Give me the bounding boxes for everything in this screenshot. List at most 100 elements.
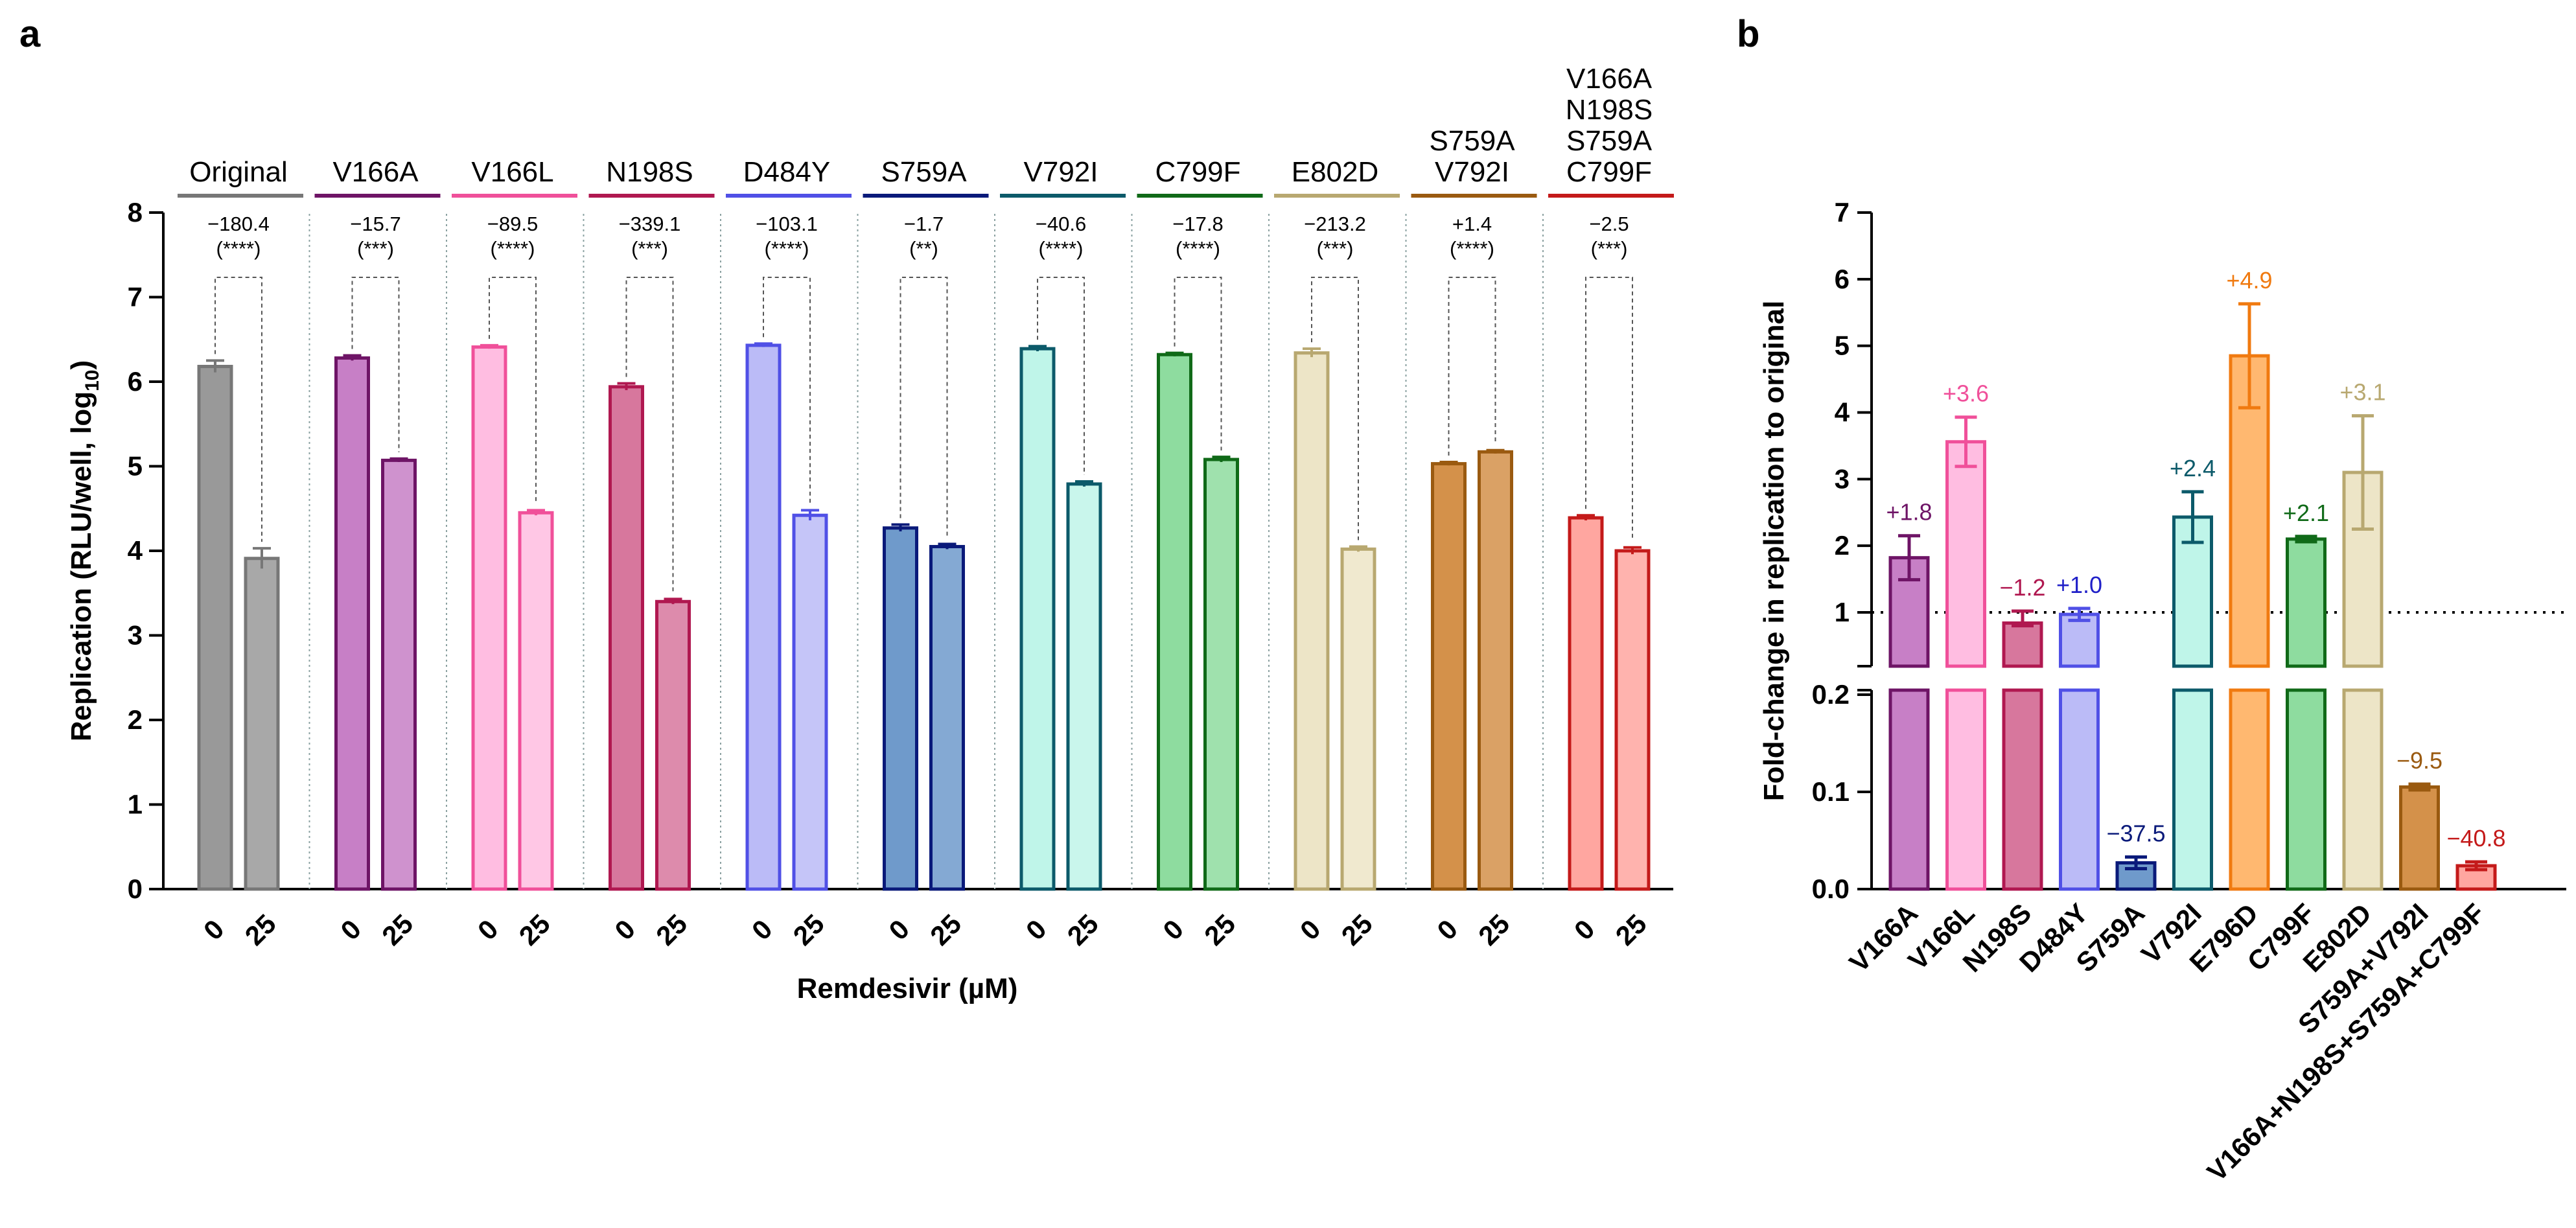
fold-change-label: −1.7 <box>904 213 944 235</box>
significance-label: (****) <box>491 237 535 260</box>
significance-label: (****) <box>1450 237 1494 260</box>
y-tick-label: 2 <box>1835 530 1850 561</box>
significance-bracket <box>1585 277 1633 541</box>
bar <box>609 385 644 891</box>
y-tick-label: 3 <box>1835 463 1850 494</box>
significance-label: (****) <box>765 237 809 260</box>
group-label: S759A <box>1566 125 1653 157</box>
y-tick-label: 7 <box>128 282 143 312</box>
bar <box>1945 440 1986 668</box>
fold-change-annotation: +2.1 <box>2283 500 2329 526</box>
dose-label: 0 <box>883 914 915 946</box>
y-axis-title: Fold-change in replication to original <box>1758 301 1790 801</box>
significance-bracket <box>625 277 674 593</box>
bar <box>197 365 233 891</box>
y-tick-label: 1 <box>1835 597 1850 627</box>
bar <box>2286 537 2327 668</box>
bar <box>655 599 691 891</box>
fold-change-label: −40.6 <box>1036 213 1086 235</box>
dose-label: 25 <box>1610 909 1653 951</box>
bar <box>2229 688 2270 891</box>
dose-label: 0 <box>1568 914 1601 946</box>
significance-bracket <box>215 277 262 542</box>
y-tick-label: 6 <box>1835 264 1850 294</box>
fold-change-annotation: −9.5 <box>2396 747 2443 774</box>
fold-change-label: −180.4 <box>207 213 270 235</box>
fold-change-label: −339.1 <box>619 213 681 235</box>
fold-change-label: −15.7 <box>350 213 400 235</box>
group-label: C799F <box>1566 156 1652 188</box>
fold-change-annotation: +4.9 <box>2226 267 2272 294</box>
y-tick-label: 2 <box>128 704 143 735</box>
bar <box>1294 351 1330 891</box>
dose-label: 25 <box>513 909 556 951</box>
group-label: D484Y <box>743 156 831 188</box>
y-tick-label: 0.2 <box>1812 679 1850 710</box>
fold-change-annotation: −40.8 <box>2446 825 2505 851</box>
fold-change-annotation: +2.4 <box>2170 455 2216 481</box>
group-label: Original <box>189 156 288 188</box>
x-axis-title: Remdesivir (µM) <box>797 973 1018 1004</box>
y-axis-title: Replication (RLU/well, log10) <box>65 360 103 741</box>
dose-label: 0 <box>609 914 641 946</box>
fold-change-annotation: +3.1 <box>2339 379 2385 406</box>
bar <box>1568 516 1604 891</box>
dose-label: 25 <box>239 909 282 951</box>
y-tick-label: 0 <box>128 874 143 904</box>
significance-label: (****) <box>1039 237 1084 260</box>
y-tick-label: 5 <box>1835 330 1850 361</box>
bar <box>2172 688 2213 891</box>
fold-change-annotation: +1.0 <box>2056 572 2102 598</box>
significance-label: (***) <box>357 237 394 260</box>
bar <box>2002 621 2043 668</box>
dose-label: 0 <box>472 914 504 946</box>
y-tick-label: 4 <box>128 535 143 566</box>
bar <box>1888 688 1930 891</box>
fold-change-label: −89.5 <box>487 213 538 235</box>
bar <box>2002 688 2043 891</box>
group-label: V166A <box>1566 63 1653 95</box>
group-label: V792I <box>1024 156 1098 188</box>
significance-bracket <box>899 277 948 538</box>
significance-bracket <box>1174 277 1222 451</box>
category-label: V166A <box>1843 898 1923 978</box>
bar <box>1431 462 1467 891</box>
bar <box>1945 688 1986 891</box>
fold-change-annotation: −1.2 <box>1999 574 2045 601</box>
bar <box>2286 688 2327 891</box>
bar <box>1203 458 1239 891</box>
bar <box>929 544 965 891</box>
panel-b-letter: b <box>1737 13 1759 55</box>
dose-label: 0 <box>334 914 367 946</box>
bar <box>1478 450 1513 891</box>
dose-label: 25 <box>1472 909 1515 951</box>
significance-label: (****) <box>1176 237 1220 260</box>
panel-a-chart: 0 1 2 3 4 5 6 7 8 Replication (RLU/well, log10) Re… <box>65 63 1674 1004</box>
significance-label: (***) <box>1591 237 1628 260</box>
bar <box>2172 515 2213 668</box>
group-label: V166A <box>332 156 419 188</box>
fold-change-annotation: +3.6 <box>1943 380 1989 407</box>
group-label: V166L <box>471 156 553 188</box>
bar <box>745 343 782 891</box>
bar <box>518 511 554 891</box>
bar <box>2059 688 2100 891</box>
bar <box>334 356 370 891</box>
fold-change-label: −2.5 <box>1589 213 1629 235</box>
y-tick-label: 0.1 <box>1812 776 1850 807</box>
group-label: C799F <box>1155 156 1240 188</box>
fold-change-annotation: −37.5 <box>2106 820 2165 847</box>
dose-label: 0 <box>746 914 778 946</box>
fold-change-annotation: +1.8 <box>1886 499 1932 526</box>
group-label: N198S <box>1566 94 1653 126</box>
bar <box>792 513 828 891</box>
significance-bracket <box>1311 277 1359 540</box>
dose-label: 0 <box>1431 914 1463 946</box>
fold-change-label: −17.8 <box>1172 213 1223 235</box>
dose-label: 0 <box>1020 914 1052 946</box>
bar <box>1340 547 1376 891</box>
bar <box>1066 482 1102 891</box>
y-tick-label: 5 <box>128 451 143 481</box>
dose-label: 25 <box>1336 909 1378 951</box>
